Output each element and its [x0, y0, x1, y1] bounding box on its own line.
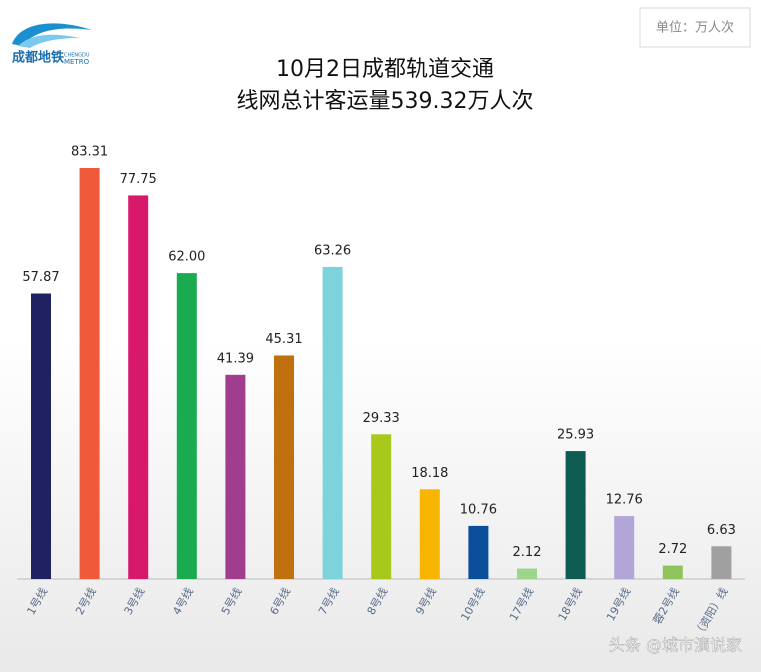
logo-en: METRO: [64, 58, 90, 66]
value-label: 6.63: [707, 523, 736, 538]
value-label: 57.87: [22, 270, 59, 285]
bar: [662, 565, 683, 579]
bar: [565, 451, 586, 579]
value-label: 2.72: [658, 542, 687, 557]
unit: 单位：万人次: [656, 20, 734, 36]
bar: [31, 293, 51, 579]
logo-swoosh: [18, 34, 80, 48]
value-label: 62.00: [168, 250, 205, 265]
value-label: 12.76: [606, 493, 643, 508]
value-label: 45.31: [265, 332, 302, 347]
bar: [79, 168, 100, 579]
chart-title: 10月2日成都轨道交通: [276, 57, 494, 82]
bar: [322, 266, 343, 579]
value-label: 63.26: [314, 243, 351, 258]
value-label: 83.31: [71, 145, 108, 160]
bar: [517, 568, 537, 579]
bar: [614, 516, 635, 579]
bar: [711, 546, 732, 579]
bar: [468, 525, 489, 579]
value-label: 18.18: [411, 466, 448, 481]
value-label: 77.75: [120, 172, 157, 187]
value-label: 10.76: [460, 502, 497, 517]
logo-en: CHENGDU: [64, 53, 90, 59]
value-label: 29.33: [363, 411, 400, 426]
chart-title: 线网总计客运量539.32万人次: [237, 89, 534, 114]
logo-text: 成都地铁: [12, 50, 64, 66]
bar: [274, 355, 294, 579]
bar: [419, 489, 440, 579]
value-label: 25.93: [557, 428, 594, 443]
value-label: 41.39: [217, 351, 254, 366]
unit-box: [639, 7, 751, 48]
bar: [176, 273, 197, 579]
bar: [128, 195, 149, 579]
bar: [371, 434, 392, 579]
value-label: 2.12: [513, 545, 542, 560]
bar: [225, 374, 246, 579]
logo-swoosh: [12, 23, 92, 46]
watermark: 头条 @城市演说家: [609, 636, 742, 655]
